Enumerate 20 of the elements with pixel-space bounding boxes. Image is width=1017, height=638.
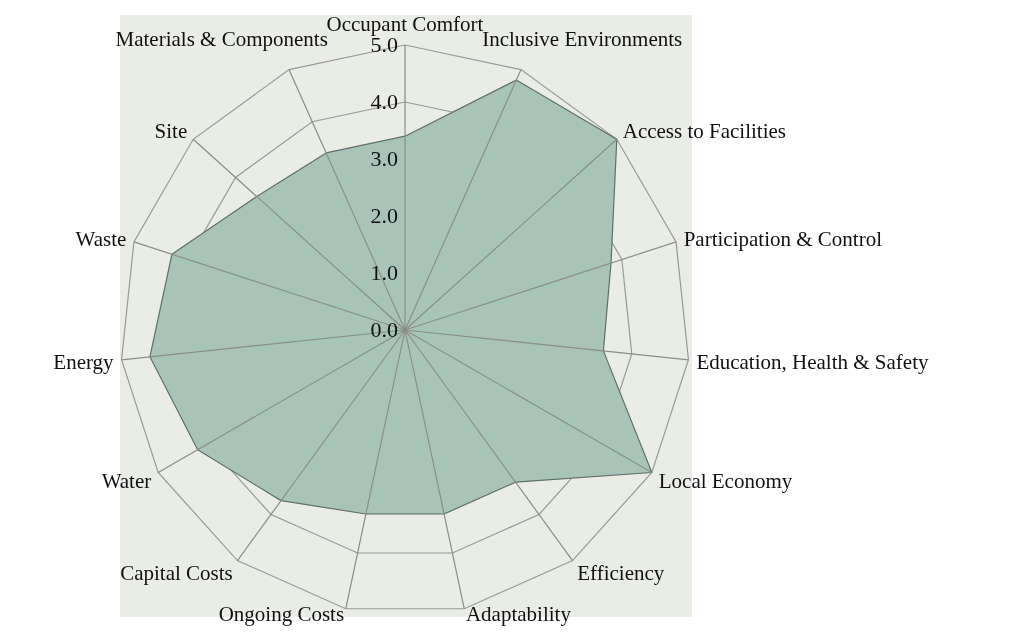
spoke-label: Occupant Comfort: [326, 12, 484, 36]
spoke-label: Inclusive Environments: [482, 26, 683, 51]
spoke-label: Efficiency: [577, 560, 665, 585]
spoke-label: Site: [154, 118, 188, 143]
spoke-label: Waste: [75, 226, 127, 251]
y-tick-label: 2.0: [370, 203, 398, 228]
y-tick-label: 0.0: [370, 317, 398, 342]
spoke-label: Water: [101, 468, 152, 493]
y-tick-label: 4.0: [370, 89, 398, 114]
y-tick-label: 1.0: [370, 260, 398, 285]
spoke-label: Education, Health & Safety: [696, 350, 929, 375]
spoke-label: Adaptability: [465, 601, 572, 626]
spoke-label: Capital Costs: [120, 560, 233, 585]
y-tick-label: 3.0: [370, 146, 398, 171]
spoke-label: Local Economy: [658, 468, 793, 493]
spoke-label: Materials & Components: [115, 26, 328, 51]
spoke-label: Ongoing Costs: [218, 601, 345, 626]
spoke-label: Energy: [53, 350, 115, 375]
spoke-label: Access to Facilities: [622, 118, 787, 143]
spoke-label: Participation & Control: [683, 226, 883, 251]
